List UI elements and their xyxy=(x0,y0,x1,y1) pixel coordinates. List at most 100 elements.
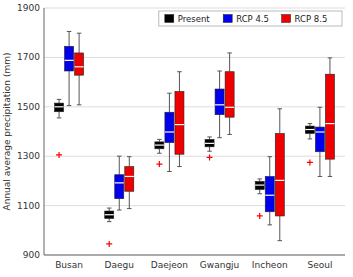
whisker-low xyxy=(329,159,330,176)
x-tick-label: Gwangju xyxy=(200,260,239,270)
whisker-low xyxy=(69,71,70,106)
grid-line xyxy=(44,8,345,9)
median xyxy=(55,106,64,107)
box-group xyxy=(55,99,64,118)
median xyxy=(105,214,114,215)
whisker-high xyxy=(59,99,60,103)
whisker-high xyxy=(319,107,320,127)
median xyxy=(175,124,184,125)
whisker-low xyxy=(209,147,210,151)
y-tick-label: 900 xyxy=(23,250,40,260)
cap-low xyxy=(177,166,182,167)
cap-low xyxy=(207,151,212,152)
whisker-low xyxy=(169,143,170,172)
whisker-low xyxy=(219,115,220,138)
median xyxy=(305,129,314,130)
x-axis xyxy=(44,255,345,256)
box-group xyxy=(115,156,124,210)
x-tick-label: Daegu xyxy=(105,260,134,270)
box-group xyxy=(215,71,224,138)
median xyxy=(255,184,264,185)
whisker-low xyxy=(319,152,320,177)
grid-line xyxy=(44,205,345,206)
whisker-high xyxy=(69,31,70,46)
cap-low xyxy=(67,105,72,106)
y-tick-label: 1300 xyxy=(17,151,40,161)
legend-swatch xyxy=(165,15,174,23)
box xyxy=(65,46,74,71)
box xyxy=(155,142,164,149)
legend-label: Present xyxy=(178,14,211,24)
cap-high xyxy=(217,70,222,71)
median xyxy=(205,143,214,144)
box xyxy=(275,133,284,215)
median xyxy=(325,123,334,124)
whisker-high xyxy=(269,157,270,177)
box-group xyxy=(325,58,334,177)
whisker-low xyxy=(309,133,310,138)
y-axis xyxy=(44,8,45,255)
box-group xyxy=(75,33,84,105)
cap-high xyxy=(328,57,333,58)
whisker-low xyxy=(179,154,180,166)
cap-high xyxy=(117,156,122,157)
median xyxy=(275,180,284,181)
cap-low xyxy=(318,176,323,177)
cap-high xyxy=(77,33,82,34)
cap-high xyxy=(318,107,323,108)
box-group xyxy=(205,137,214,151)
whisker-high xyxy=(169,93,170,112)
cap-high xyxy=(257,178,262,179)
cap-high xyxy=(127,156,132,157)
legend-swatch xyxy=(282,15,291,23)
flier xyxy=(106,241,112,247)
legend-frame xyxy=(159,11,342,26)
median xyxy=(215,104,224,105)
cap-high xyxy=(227,52,232,53)
cap-high xyxy=(207,136,212,137)
whisker-high xyxy=(119,156,120,175)
whisker-low xyxy=(269,212,270,225)
median xyxy=(75,66,84,67)
flier xyxy=(156,161,162,167)
box xyxy=(55,103,64,112)
whisker-low xyxy=(279,216,280,241)
median xyxy=(265,195,274,196)
box-group xyxy=(65,31,74,105)
median xyxy=(165,131,174,132)
whisker-low xyxy=(129,191,130,208)
median xyxy=(315,131,324,132)
box-group xyxy=(125,157,134,209)
whisker-high xyxy=(279,109,280,134)
box-group xyxy=(315,107,324,176)
box-group xyxy=(275,109,284,241)
whisker-high xyxy=(229,53,230,72)
box-group xyxy=(165,93,174,171)
x-tick-label: Seoul xyxy=(307,260,332,270)
cap-high xyxy=(67,31,72,32)
median xyxy=(125,176,134,177)
cap-high xyxy=(278,108,283,109)
whisker-high xyxy=(329,58,330,74)
box xyxy=(165,112,174,142)
grid-line xyxy=(44,57,345,58)
flier xyxy=(56,152,62,158)
legend: PresentRCP 4.5RCP 8.5 xyxy=(159,11,342,26)
whisker-low xyxy=(79,75,80,105)
box xyxy=(255,181,264,189)
box-group xyxy=(105,208,114,222)
cap-high xyxy=(167,93,172,94)
grid-line xyxy=(44,156,345,157)
whisker-low xyxy=(229,117,230,134)
cap-high xyxy=(267,156,272,157)
cap-low xyxy=(127,208,132,209)
cap-low xyxy=(157,153,162,154)
flier xyxy=(207,154,213,160)
box xyxy=(105,211,114,218)
box xyxy=(325,74,334,159)
cap-low xyxy=(308,138,313,139)
cap-low xyxy=(278,240,283,241)
median xyxy=(115,182,124,183)
cap-high xyxy=(107,208,112,209)
whisker-low xyxy=(159,149,160,153)
